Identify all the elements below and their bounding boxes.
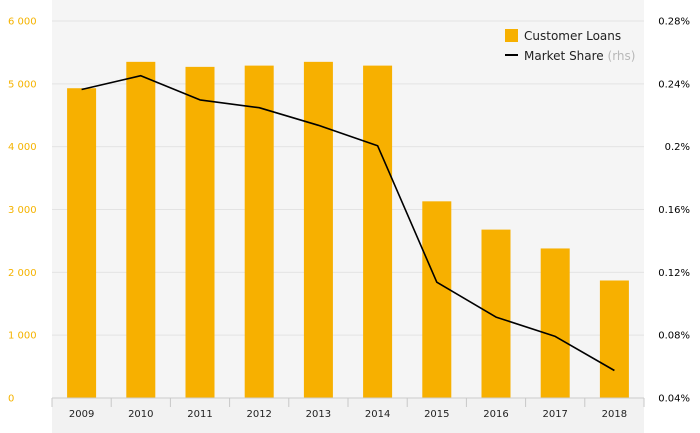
bar [481,229,511,398]
y-left-tick-label: 1 000 [8,331,37,342]
y-left-tick-label: 0 [8,394,14,405]
x-tick-label: 2011 [187,409,212,420]
line-series-market-share [81,74,615,372]
legend-swatch-customer-loans [505,29,518,42]
x-tick-label: 2010 [128,409,153,420]
bar [422,201,452,398]
x-tick-label: 2014 [365,409,390,420]
y-right-tick-label: 0.28% [658,17,690,28]
bar [244,65,274,398]
y-right-tick-label: 0.12% [658,268,690,279]
y-left-tick-label: 5 000 [8,79,37,90]
x-tick-label: 2017 [542,409,567,420]
legend: Customer Loans Market Share (rhs) [505,29,635,63]
y-right-tick-label: 0.16% [658,205,690,216]
legend-series-suffix: (rhs) [608,49,636,63]
bar [303,61,333,398]
y-right-tick-label: 0.2% [665,142,690,153]
legend-label-customer-loans: Customer Loans [524,29,621,43]
x-axis: 2009 2010 2011 2012 2013 2014 2015 2016 2017 2018 [51,398,645,420]
x-tick-label: 2009 [69,409,94,420]
legend-series-name: Market Share [524,49,604,63]
y-left-tick-label: 3 000 [8,205,37,216]
y-axis-right: 0.04% 0.08% 0.12% 0.16% 0.2% 0.24% 0.28% [658,17,690,405]
y-right-tick-label: 0.24% [658,79,690,90]
y-left-tick-label: 6 000 [8,17,37,28]
y-right-tick-label: 0.08% [658,331,690,342]
x-tick-label: 2013 [306,409,331,420]
x-tick-label: 2018 [602,409,627,420]
x-tick-label: 2016 [483,409,508,420]
bar [185,66,215,398]
x-tick-label: 2012 [246,409,271,420]
bar [126,61,156,398]
y-left-tick-label: 2 000 [8,268,37,279]
y-left-tick-label: 4 000 [8,142,37,153]
y-right-tick-label: 0.04% [658,394,690,405]
bar [540,248,570,398]
bar [67,88,97,399]
legend-label-market-share: Market Share (rhs) [524,49,635,63]
bar-series-customer-loans [67,61,629,399]
bar [363,65,393,398]
x-tick-label: 2015 [424,409,449,420]
y-axis-left: 0 1 000 2 000 3 000 4 000 5 000 6 000 [8,17,37,405]
bar [599,280,629,398]
